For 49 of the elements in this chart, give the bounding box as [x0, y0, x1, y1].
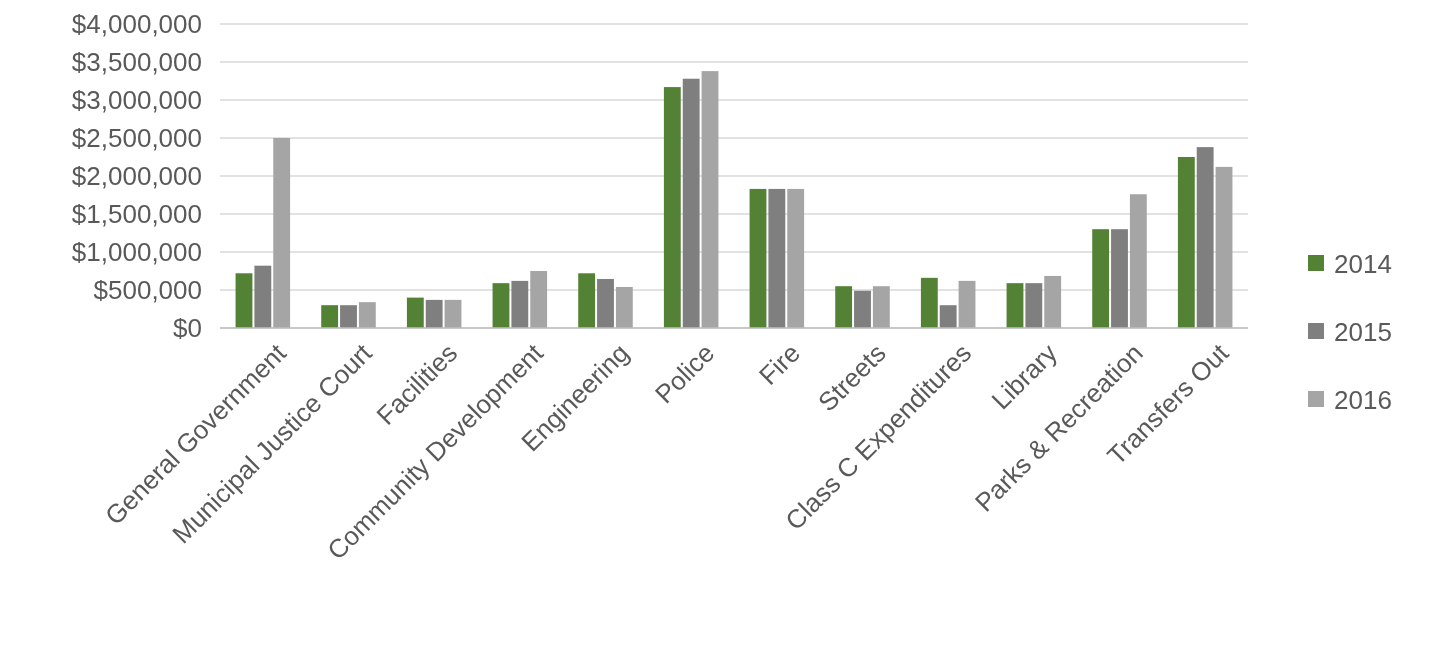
bar	[920, 277, 938, 328]
bar	[1092, 229, 1110, 328]
bar	[1196, 147, 1214, 328]
bar	[273, 138, 291, 328]
bar	[1177, 157, 1195, 328]
x-tick-label: Fire	[753, 337, 806, 391]
y-tick-label: $4,000,000	[71, 9, 202, 40]
bar	[1129, 194, 1147, 328]
bar	[235, 273, 253, 328]
bar	[872, 286, 890, 328]
y-tick-label: $500,000	[93, 275, 202, 306]
y-tick-label: $0	[173, 313, 202, 344]
bar	[1111, 229, 1128, 328]
y-tick-label: $1,500,000	[71, 199, 202, 230]
bar	[663, 87, 681, 328]
bar	[854, 290, 871, 328]
bar	[254, 265, 272, 328]
bar	[1006, 283, 1024, 328]
bar	[358, 302, 376, 328]
bar	[682, 78, 700, 328]
bar	[787, 188, 805, 328]
bar	[701, 71, 719, 328]
legend-label: 2015	[1334, 317, 1392, 348]
bar	[425, 299, 443, 328]
y-tick-label: $2,500,000	[71, 123, 202, 154]
bar	[749, 188, 767, 328]
bar	[835, 286, 853, 328]
bar	[958, 280, 976, 328]
bar	[615, 286, 633, 328]
legend-label: 2014	[1334, 249, 1392, 280]
bar	[939, 305, 957, 328]
bar	[1044, 275, 1062, 328]
bar	[578, 273, 596, 328]
bar	[530, 271, 548, 328]
bar	[1025, 283, 1043, 328]
bar	[1215, 166, 1233, 328]
bar	[768, 188, 786, 328]
bar	[444, 299, 462, 328]
bar	[597, 278, 614, 328]
bar	[511, 280, 529, 328]
bar	[321, 305, 339, 328]
bar	[340, 305, 357, 328]
y-tick-label: $2,000,000	[71, 161, 202, 192]
bar	[406, 297, 424, 328]
bar	[492, 283, 510, 328]
y-tick-label: $3,500,000	[71, 47, 202, 78]
y-tick-label: $1,000,000	[71, 237, 202, 268]
y-tick-label: $3,000,000	[71, 85, 202, 116]
legend-label: 2016	[1334, 385, 1392, 416]
